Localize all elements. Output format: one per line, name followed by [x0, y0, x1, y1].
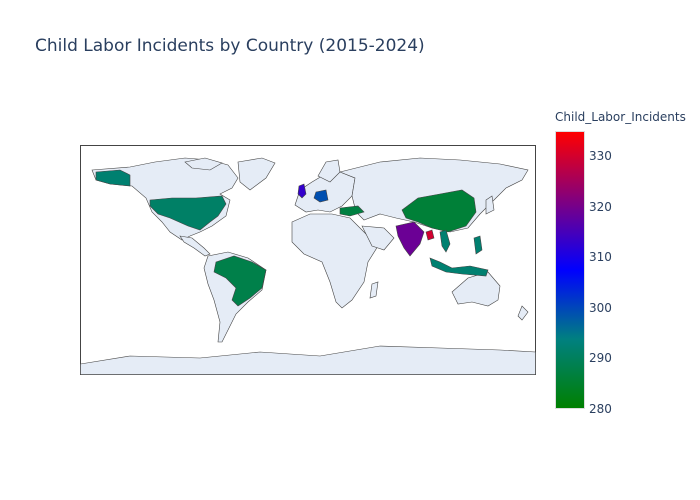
country-india[interactable] — [395, 221, 425, 257]
colorbar — [555, 131, 585, 409]
land-arabia — [361, 225, 395, 251]
land-central-america — [179, 235, 211, 257]
land-madagascar — [369, 281, 379, 299]
land-australia — [451, 271, 501, 307]
country-philippines[interactable] — [473, 235, 483, 255]
country-vietnam[interactable] — [439, 229, 451, 253]
land-arctic-islands — [184, 157, 223, 171]
land-africa — [291, 213, 379, 309]
country-brazil[interactable] — [213, 255, 267, 307]
country-united-states[interactable] — [149, 195, 227, 231]
colorbar-tick-label: 310 — [589, 250, 612, 265]
country-turkey[interactable] — [339, 205, 365, 217]
colorbar-title: Child_Labor_Incidents — [555, 110, 686, 124]
land-greenland — [237, 157, 276, 191]
land-antarctica — [80, 345, 536, 375]
land-new-zealand — [517, 305, 529, 321]
colorbar-tick-label: 300 — [589, 300, 612, 315]
country-germany[interactable] — [313, 189, 329, 203]
country-bangladesh[interactable] — [425, 229, 435, 241]
country-canada[interactable] — [95, 169, 131, 187]
land-scandinavia — [317, 159, 341, 183]
colorbar-tick-label: 330 — [589, 149, 612, 164]
land-japan — [485, 195, 495, 215]
country-united-kingdom[interactable] — [297, 183, 307, 199]
colorbar-tick-label: 320 — [589, 199, 612, 214]
colorbar-tick-label: 280 — [589, 402, 612, 416]
colorbar-tick-label: 290 — [589, 351, 612, 366]
country-china[interactable] — [401, 189, 477, 233]
chart-title: Child Labor Incidents by Country (2015-2… — [35, 36, 425, 56]
country-indonesia[interactable] — [429, 257, 489, 277]
